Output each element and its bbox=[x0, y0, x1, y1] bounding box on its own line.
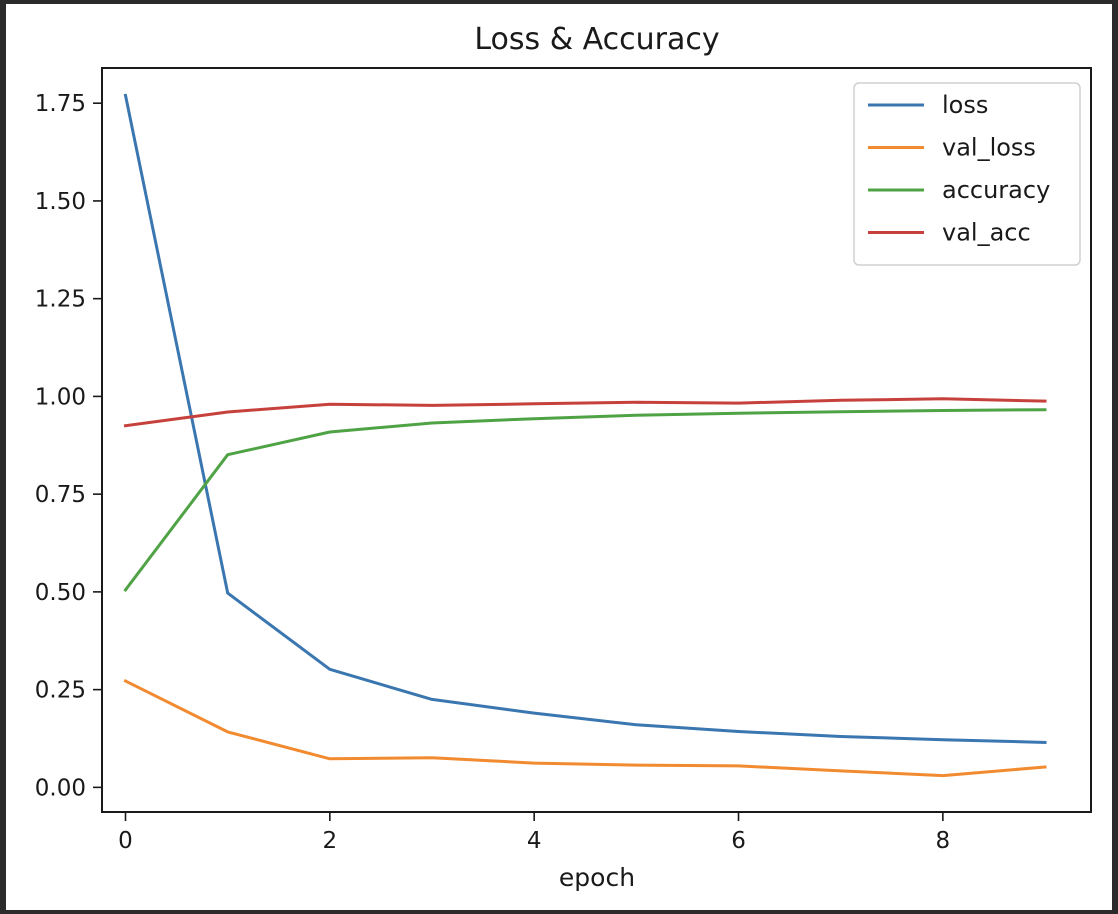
legend: loss val_loss accuracy val_acc bbox=[853, 82, 1081, 266]
legend-box bbox=[853, 82, 1081, 266]
y-tick-label: 0.00 bbox=[35, 775, 86, 801]
y-tick-label: 0.75 bbox=[35, 482, 86, 508]
legend-entry-label: loss bbox=[942, 91, 988, 119]
y-tick-label: 1.50 bbox=[35, 189, 86, 215]
x-tick-label: 6 bbox=[731, 828, 746, 854]
x-tick-label: 2 bbox=[323, 828, 338, 854]
legend-entry-label: val_loss bbox=[942, 134, 1036, 162]
series-line-accuracy bbox=[123, 408, 1047, 593]
loss-accuracy-chart: Loss & Accuracy 0 2 4 6 8 0.00 0.25 0.50 0.75 1.… bbox=[35, 22, 1092, 892]
y-tick-label: 0.25 bbox=[35, 678, 86, 704]
y-tick-label: 1.00 bbox=[35, 384, 86, 410]
x-tick-label: 8 bbox=[936, 828, 951, 854]
y-axis-ticks: 0.00 0.25 0.50 0.75 1.00 1.25 1.50 1.75 bbox=[35, 91, 102, 801]
series-line-val-loss bbox=[123, 678, 1047, 778]
legend-entry-label: val_acc bbox=[942, 219, 1031, 247]
plot-border bbox=[101, 67, 1092, 813]
chart-title: Loss & Accuracy bbox=[474, 22, 719, 57]
series-line-loss bbox=[123, 93, 1047, 744]
x-tick-label: 0 bbox=[118, 828, 133, 854]
x-axis-ticks: 0 2 4 6 8 bbox=[118, 812, 950, 854]
y-tick-label: 1.75 bbox=[35, 91, 86, 117]
legend-entry-label: accuracy bbox=[942, 176, 1050, 204]
y-tick-label: 0.50 bbox=[35, 580, 86, 606]
x-axis-label: epoch bbox=[559, 863, 635, 892]
y-tick-label: 1.25 bbox=[35, 287, 86, 313]
figure-frame: Loss & Accuracy 0 2 4 6 8 0.00 0.25 0.50 0.75 1.… bbox=[6, 4, 1112, 910]
x-tick-label: 4 bbox=[527, 828, 542, 854]
series-layer bbox=[123, 93, 1047, 778]
series-line-val-acc bbox=[123, 397, 1047, 428]
